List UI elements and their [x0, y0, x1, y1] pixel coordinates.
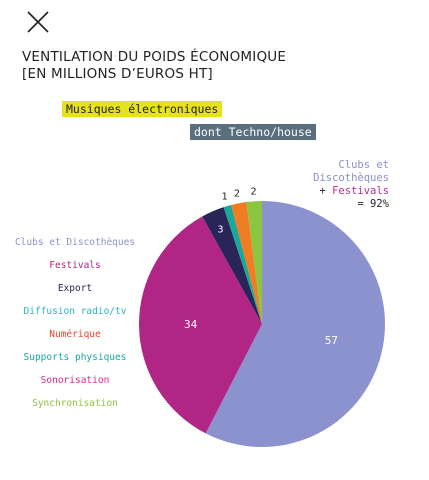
chart-legend: Clubs et Discothèques Festivals Export Diff… — [0, 236, 150, 420]
note-line1: Clubs et — [338, 159, 389, 171]
pie-slice — [139, 216, 262, 434]
slice-value-label: 34 — [184, 318, 198, 331]
pie-slice — [231, 201, 262, 324]
legend-item: Supports physiques — [23, 352, 127, 363]
legend-item: Festivals — [49, 260, 101, 271]
note-total: = 92% — [357, 198, 389, 210]
slice-value-label: 2 — [251, 186, 257, 197]
pie-slice — [223, 204, 262, 324]
slice-value-label: 57 — [325, 334, 338, 347]
slice-value-label: 1 — [222, 191, 228, 202]
legend-item: Numérique — [49, 329, 101, 340]
legend-item: Sonorisation — [40, 375, 110, 386]
legend-item: Clubs et Discothèques — [14, 237, 136, 248]
pie-slice — [246, 201, 262, 324]
chart-title: VENTILATION DU POIDS ÉCONOMIQUE [EN MILL… — [22, 49, 286, 83]
electro-tag: Musiques électroniques — [62, 101, 223, 117]
pie-slice — [202, 207, 262, 324]
legend-item: Export — [57, 283, 93, 294]
pie-slice — [205, 201, 386, 447]
techno-tag: dont Techno/house — [190, 124, 316, 140]
chart-title-line1: VENTILATION DU POIDS ÉCONOMIQUE — [22, 49, 287, 65]
note-line2: Discothèques — [313, 172, 389, 184]
note-festivals: Festivals — [332, 185, 389, 197]
chart-title-line2: [EN MILLIONS D’EUROS HT] — [22, 66, 213, 82]
close-icon[interactable] — [26, 10, 50, 34]
slice-value-label: 2 — [234, 188, 240, 199]
slice-value-label: 3 — [218, 224, 224, 235]
legend-item: Diffusion radio/tv — [23, 306, 127, 317]
note-plus: + — [319, 185, 326, 197]
legend-item: Synchronisation — [32, 398, 118, 409]
clubs-festivals-note: Clubs et Discothèques + Festivals = 92% — [313, 159, 389, 211]
